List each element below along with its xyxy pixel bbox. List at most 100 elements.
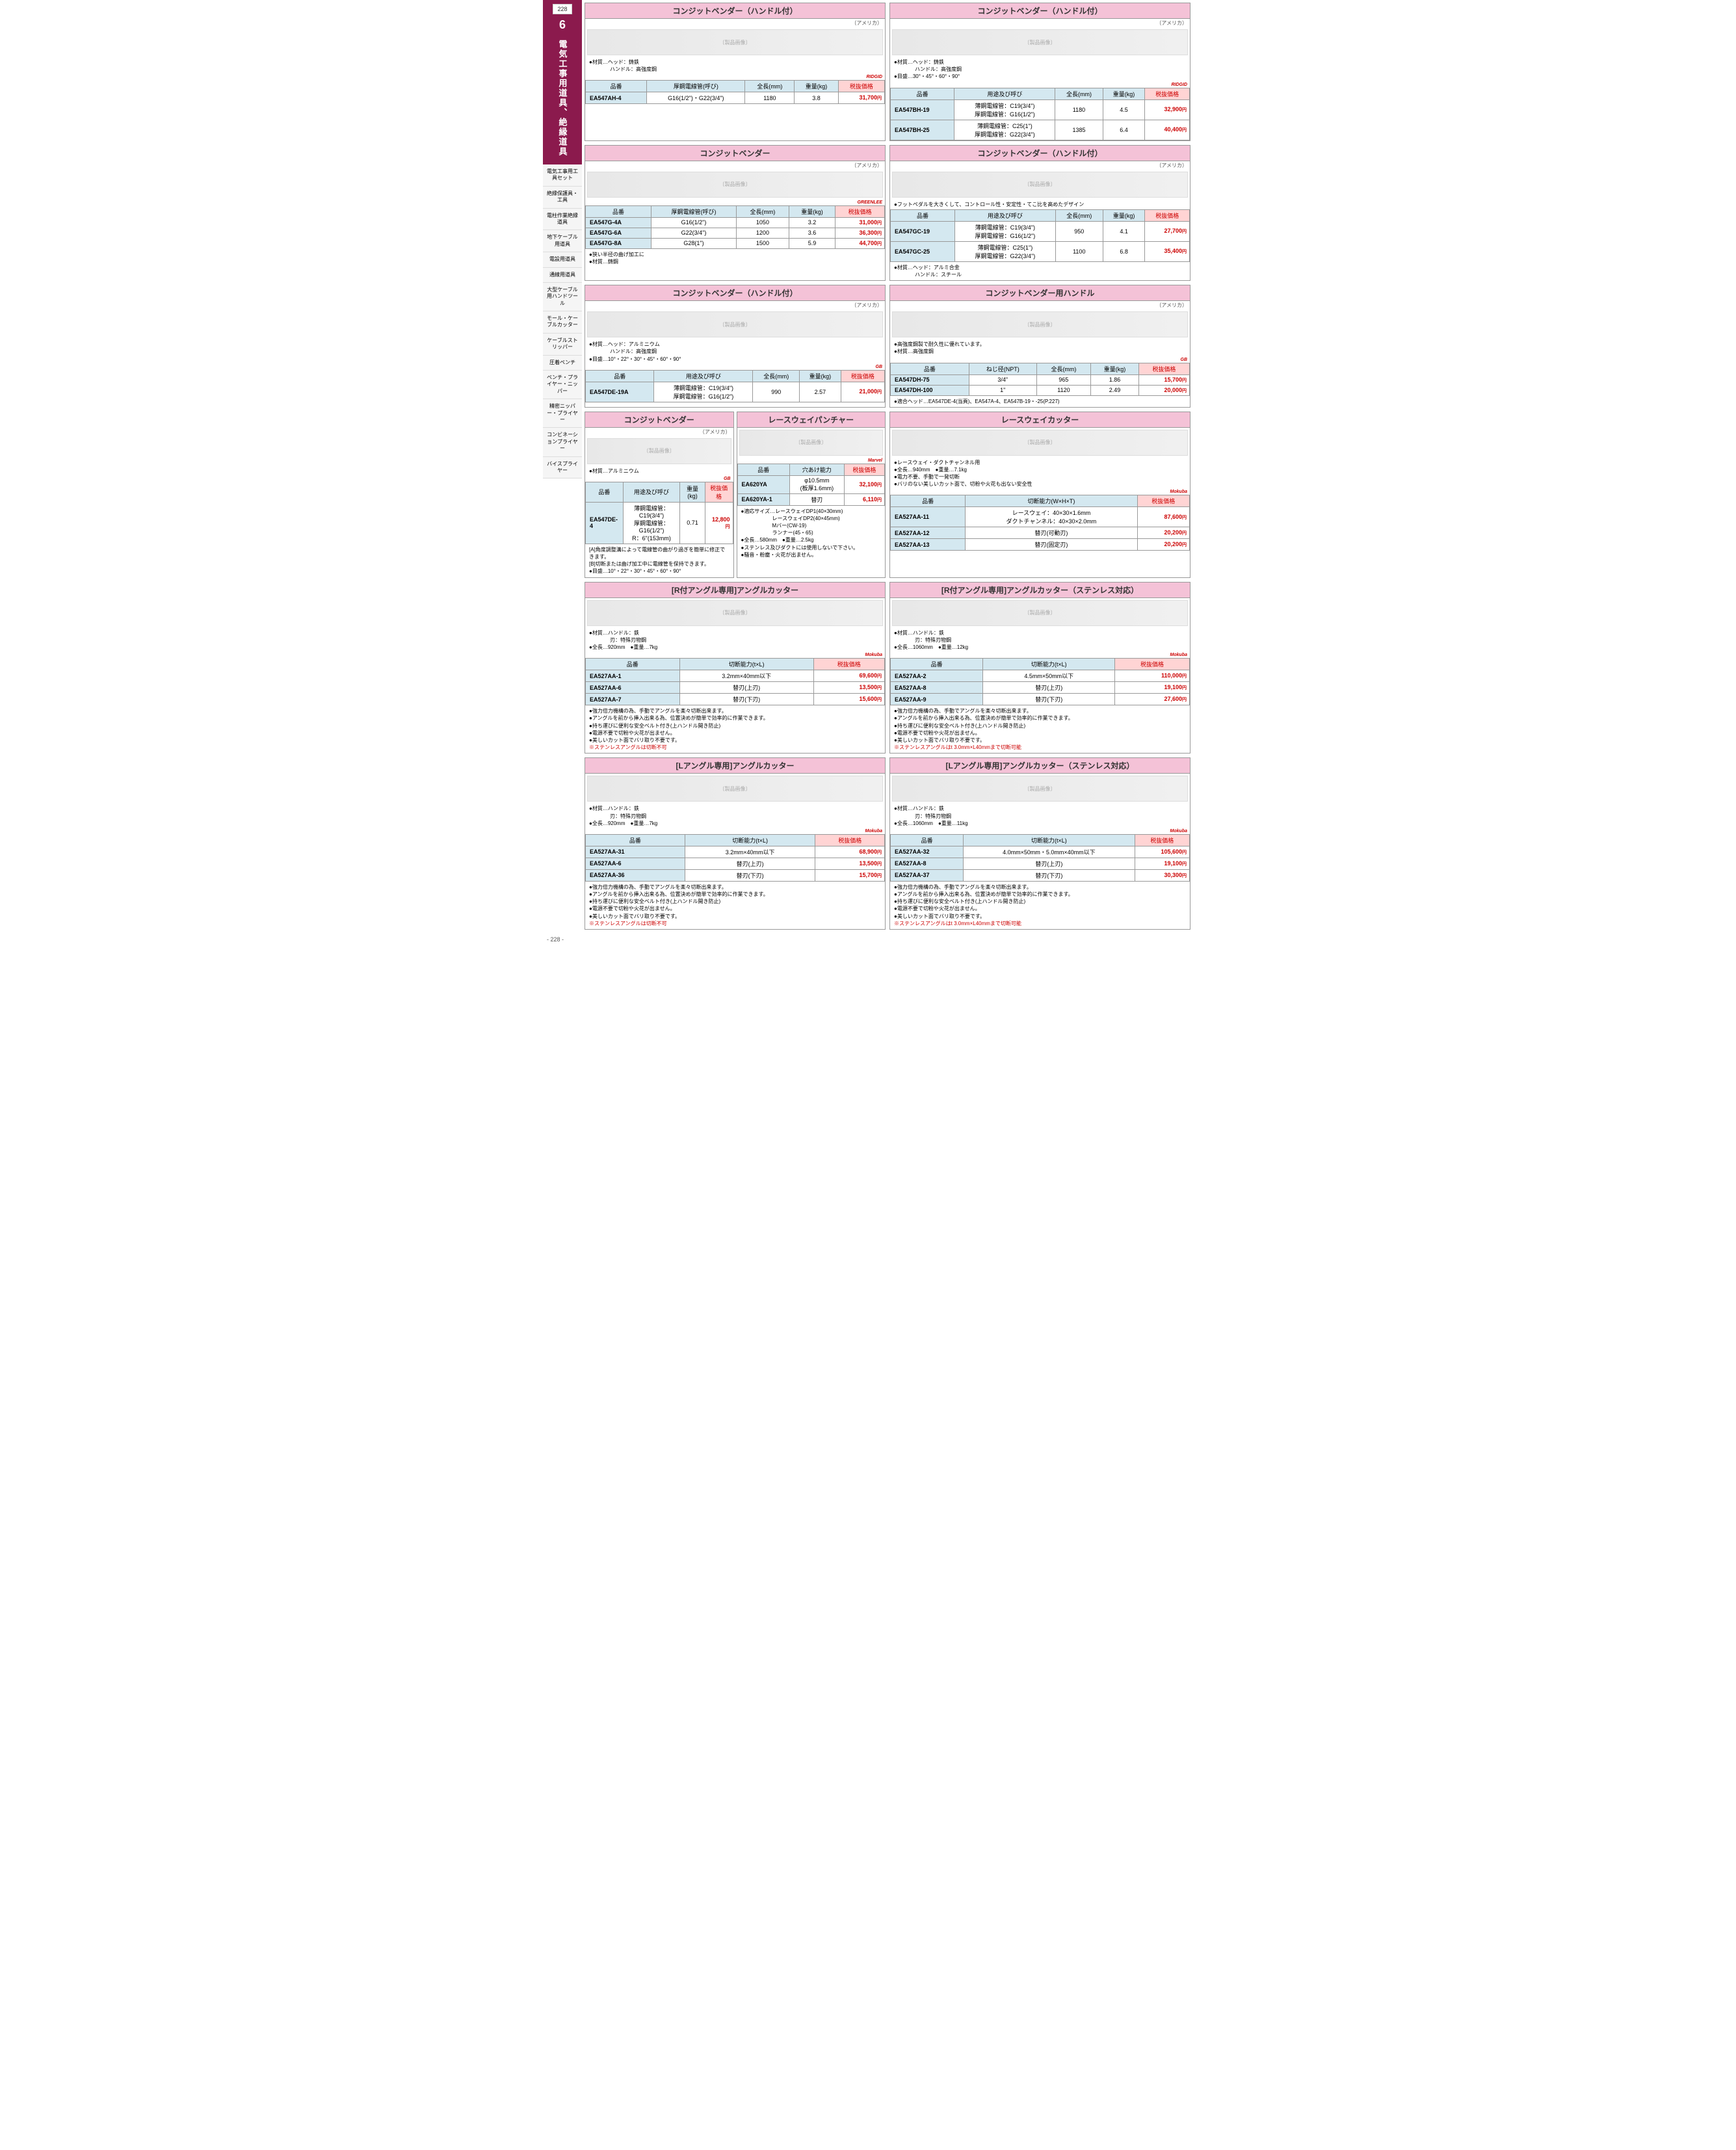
sidebar-nav-item[interactable]: バイスプライヤー [543, 457, 582, 479]
table-header: 品番 [737, 464, 790, 475]
sidebar-nav-item[interactable]: 精密ニッパー・プライヤー [543, 399, 582, 428]
spec-list: ●材質…ハンドル：鉄 刃：特殊刃物鋼●全長…1060mm ●重量…11kg [890, 804, 1190, 828]
table-cell: 6.8 [1103, 241, 1145, 261]
table-header: 全長(mm) [745, 81, 795, 92]
product-block: コンジットベンダー（ハンドル付）（アメリカ）〔製品画像〕●材質…ヘッド：鋳鉄 ハ… [585, 3, 886, 141]
table-cell: EA620YA [737, 475, 790, 493]
table-header: 税抜価格 [1145, 209, 1190, 221]
table-row: EA527AA-13.2mm×40mm以下69,600円 [586, 670, 885, 682]
table-row: EA527AA-24.5mm×50mm以下110,000円 [891, 670, 1190, 682]
sidebar-nav-item[interactable]: 地下ケーブル用道具 [543, 230, 582, 252]
table-cell: 1180 [1055, 99, 1103, 120]
table-cell: 44,700円 [835, 238, 885, 248]
table-cell: 6,110円 [844, 493, 884, 505]
spec-list: ●フットペダルを大きくして、コントロール性・安定性・てこ比を高めたデザイン [890, 200, 1190, 209]
table-cell: 薄鋼電線管：C25(1") 厚鋼電線管：G22(3/4") [954, 241, 1055, 261]
table-cell: EA527AA-6 [586, 682, 680, 694]
table-cell: 替刃(下刃) [983, 694, 1115, 705]
table-cell: 20,200円 [1137, 527, 1189, 539]
table-cell: 15,600円 [813, 694, 884, 705]
brand-logo: GB [585, 364, 885, 370]
table-cell: EA547G-8A [586, 238, 651, 248]
sidebar-nav-item[interactable]: 大型ケーブル用ハンドツール [543, 283, 582, 311]
table-row: EA620YA-1替刃6,110円 [737, 493, 885, 505]
sidebar-nav-item[interactable]: 電柱作業絶縁道具 [543, 209, 582, 231]
table-header: 切断能力(W×H×T) [966, 495, 1137, 507]
table-cell: EA527AA-8 [891, 682, 983, 694]
sidebar-nav-item[interactable]: 電気工事用工具セット [543, 164, 582, 187]
origin-label: （アメリカ） [585, 428, 733, 436]
table-cell: 31,000円 [835, 217, 885, 228]
sidebar-nav-item[interactable]: ペンチ・プライヤー・ニッパー [543, 371, 582, 399]
table-cell: EA527AA-8 [891, 858, 964, 869]
sidebar: 228 6 電気工事用道具、絶縁道具 電気工事用工具セット絶縁保護具・工具電柱作… [543, 0, 582, 932]
table-cell: EA547AH-4 [586, 92, 647, 104]
table-cell: 35,400円 [1145, 241, 1190, 261]
product-block: [Lアングル専用]アングルカッター（ステンレス対応）〔製品画像〕●材質…ハンドル… [889, 757, 1190, 930]
table-header: 切断能力(t×L) [685, 834, 815, 846]
product-image: 〔製品画像〕 [892, 430, 1188, 456]
table-header: 用途及び呼び [954, 88, 1055, 99]
table-cell: 68,900円 [815, 846, 885, 858]
table-header: 用途及び呼び [654, 370, 753, 382]
spec-list: ●材質…ヘッド：鋳鉄 ハンドル：高強度鋼 [585, 57, 885, 74]
table-row: EA527AA-13替刃(固定刃)20,200円 [891, 539, 1190, 551]
sidebar-nav-item[interactable]: コンビネーションプライヤー [543, 428, 582, 456]
table-cell: 4.5 [1103, 99, 1145, 120]
notes: ●強力倍力機構の為、手動でアングルを楽々切断出来ます。●アングルを前から挿入出来… [585, 705, 885, 753]
block-title: [Lアングル専用]アングルカッター（ステンレス対応） [890, 758, 1190, 774]
sidebar-nav-item[interactable]: 圧着ペンチ [543, 356, 582, 371]
table-header: 品番 [891, 659, 983, 670]
catalog-page: 228 6 電気工事用道具、絶縁道具 電気工事用工具セット絶縁保護具・工具電柱作… [543, 0, 1193, 932]
table-row: EA527AA-9替刃(下刃)27,600円 [891, 694, 1190, 705]
table-cell: 3.2mm×40mm以下 [685, 846, 815, 858]
table-cell: EA527AA-1 [586, 670, 680, 682]
brand-logo: RIDGID [890, 82, 1190, 88]
table-cell: 1500 [737, 238, 789, 248]
product-block: コンジットベンダー（アメリカ）〔製品画像〕GREENLEE品番厚鋼電線管(呼び)… [585, 145, 886, 282]
category-title: 電気工事用道具、絶縁道具 [557, 34, 569, 162]
product-image: 〔製品画像〕 [892, 311, 1188, 337]
product-block: [Lアングル専用]アングルカッター〔製品画像〕●材質…ハンドル：鉄 刃：特殊刃物… [585, 757, 886, 930]
sidebar-nav-item[interactable]: 絶縁保護具・工具 [543, 187, 582, 209]
block-title: コンジットベンダー（ハンドル付） [890, 146, 1190, 161]
table-header: 品番 [586, 659, 680, 670]
sidebar-nav-item[interactable]: 通線用道具 [543, 268, 582, 283]
table-header: 税抜価格 [835, 205, 885, 217]
table-cell: 1050 [737, 217, 789, 228]
table-cell: EA547DH-75 [891, 374, 969, 385]
table-row: EA527AA-37替刃(下刃)30,300円 [891, 869, 1190, 881]
sidebar-nav-item[interactable]: ケーブルストリッパー [543, 334, 582, 356]
product-block: コンジットベンダー（ハンドル付）（アメリカ）〔製品画像〕●材質…ヘッド：アルミニ… [585, 285, 886, 408]
table-cell: 27,700円 [1145, 221, 1190, 241]
table-cell: EA527AA-12 [891, 527, 966, 539]
table-cell: EA527AA-9 [891, 694, 983, 705]
origin-label: （アメリカ） [890, 19, 1190, 27]
origin-label: （アメリカ） [585, 301, 885, 309]
block-title: コンジットベンダー（ハンドル付） [585, 285, 885, 301]
table-cell: EA527AA-6 [586, 858, 685, 869]
table-header: 全長(mm) [1055, 88, 1103, 99]
block-title: コンジットベンダー [585, 412, 733, 428]
table-header: 品番 [586, 205, 651, 217]
table-cell: 替刃(上刃) [685, 858, 815, 869]
table-cell: 5.9 [789, 238, 835, 248]
sidebar-nav-item[interactable]: 電設用道具 [543, 252, 582, 267]
table-header: 重量(kg) [1091, 363, 1139, 374]
table-cell: 990 [753, 382, 800, 402]
table-cell: 13,500円 [815, 858, 885, 869]
notes: ●強力倍力機構の為、手動でアングルを楽々切断出来ます。●アングルを前から挿入出来… [890, 705, 1190, 753]
table-row: EA547DE-19A薄鋼電線管：C19(3/4") 厚鋼電線管：G16(1/2… [586, 382, 885, 402]
table-row: EA527AA-6替刃(上刃)13,500円 [586, 858, 885, 869]
table-header: 品番 [586, 834, 685, 846]
table-cell: 1385 [1055, 120, 1103, 140]
sidebar-nav-item[interactable]: モール・ケーブルカッター [543, 311, 582, 334]
product-image: 〔製品画像〕 [892, 600, 1188, 626]
table-row: EA547G-4AG16(1/2")10503.231,000円 [586, 217, 885, 228]
brand-logo: Mokuba [890, 652, 1190, 658]
table-row: EA547DH-1001"11202.4920,000円 [891, 385, 1190, 395]
product-table: 品番用途及び呼び全長(mm)重量(kg)税抜価格EA547GC-19薄鋼電線管：… [890, 209, 1190, 262]
origin-label: （アメリカ） [585, 19, 885, 27]
product-table: 品番ねじ径(NPT)全長(mm)重量(kg)税抜価格EA547DH-753/4"… [890, 363, 1190, 396]
block-title: コンジットベンダー [585, 146, 885, 161]
